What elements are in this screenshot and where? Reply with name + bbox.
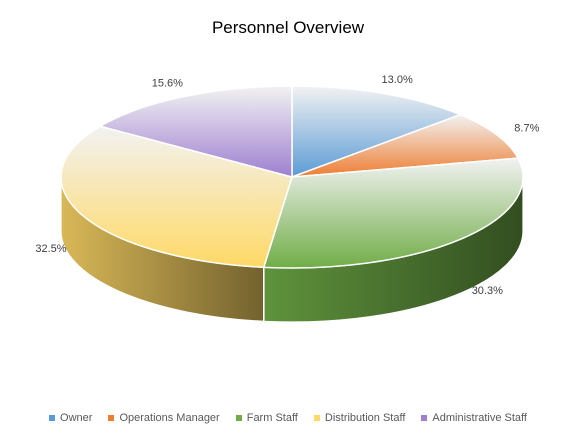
- legend-item-operations-manager[interactable]: Operations Manager: [108, 412, 220, 424]
- slice-operations-manager[interactable]: [291, 113, 520, 178]
- slice-distribution-staff[interactable]: [60, 125, 293, 269]
- slice-owner[interactable]: [291, 85, 463, 179]
- legend: Owner Operations Manager Farm Staff Distrib…: [0, 412, 576, 424]
- legend-swatch: [49, 415, 56, 421]
- legend-swatch: [108, 415, 115, 421]
- slice-administrative-staff[interactable]: [98, 85, 293, 178]
- legend-label: Operations Manager: [119, 412, 220, 424]
- legend-swatch: [313, 415, 320, 421]
- legend-label: Administrative Staff: [432, 412, 527, 424]
- legend-item-distribution-staff[interactable]: Distribution Staff: [313, 412, 406, 424]
- data-label-operations-manager: 8.7%: [514, 122, 539, 134]
- legend-label: Distribution Staff: [324, 412, 406, 424]
- chart-title: Personnel Overview: [211, 18, 365, 37]
- legend-item-farm-staff[interactable]: Farm Staff: [235, 412, 298, 424]
- legend-label: Farm Staff: [246, 412, 298, 424]
- legend-label: Owner: [60, 412, 93, 424]
- legend-item-owner[interactable]: Owner: [49, 412, 92, 424]
- legend-item-administrative-staff[interactable]: Administrative Staff: [421, 412, 527, 424]
- slice-farm-staff[interactable]: [262, 157, 524, 269]
- data-label-distribution-staff: 32.5%: [35, 243, 66, 255]
- pie-top: [60, 85, 524, 269]
- data-label-owner: 13.0%: [382, 74, 413, 86]
- data-label-farm-staff: 30.3%: [472, 285, 503, 297]
- legend-swatch: [421, 415, 428, 421]
- data-label-administrative-staff: 15.6%: [152, 78, 183, 90]
- legend-swatch: [235, 415, 242, 421]
